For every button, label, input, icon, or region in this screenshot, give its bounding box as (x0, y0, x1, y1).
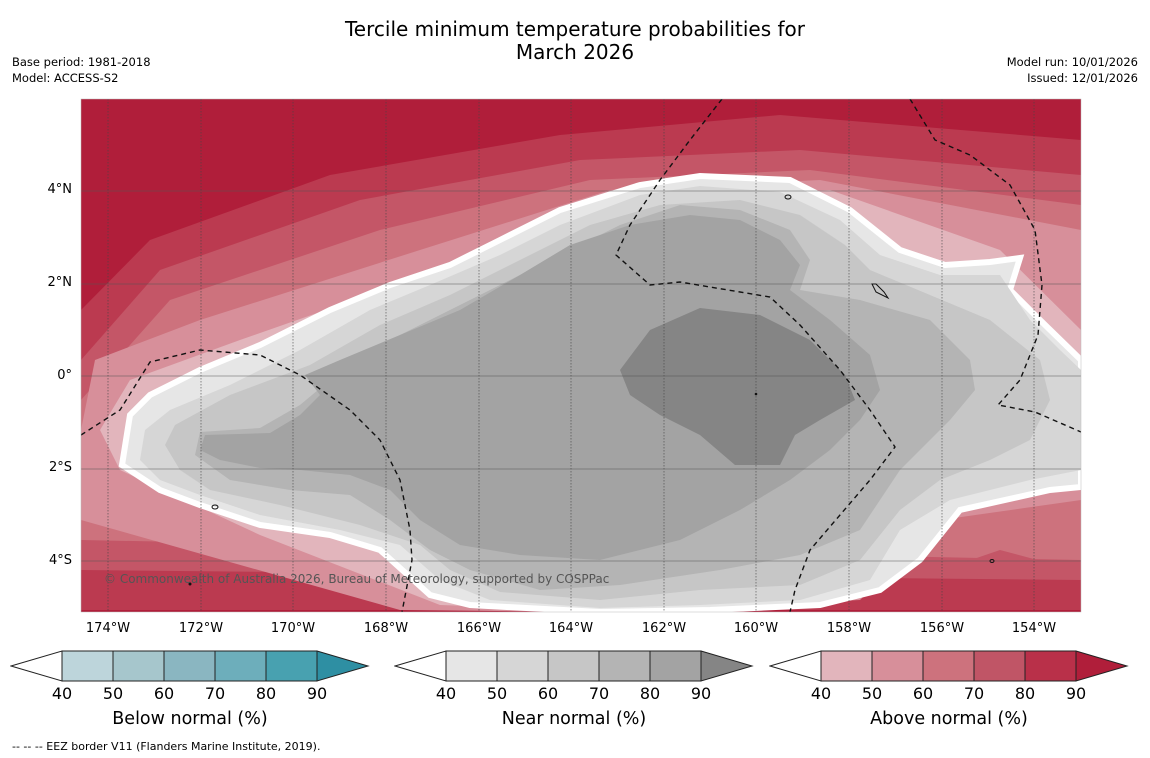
near-tick-60: 60 (537, 684, 559, 703)
lon-label-170w: 170°W (270, 621, 316, 636)
below-tick-90: 90 (306, 684, 328, 703)
probability-map (80, 98, 1082, 613)
meta-right: Model run: 10/01/2026 Issued: 12/01/2026 (1007, 54, 1138, 86)
lon-label-154w: 154°W (1011, 621, 1057, 636)
below-bin-50 (112, 650, 165, 682)
title-line-1: Tercile minimum temperature probabilitie… (344, 17, 806, 41)
lon-label-164w: 164°W (548, 621, 594, 636)
above-extend-high (1075, 650, 1129, 682)
colorbar-above (769, 650, 1129, 682)
near-normal-title: Near normal (%) (501, 709, 647, 729)
above-bin-50 (871, 650, 924, 682)
lat-label-2s: 2°S (48, 460, 72, 475)
lon-label-174w: 174°W (85, 621, 131, 636)
near-80-region (200, 215, 880, 560)
near-bin-50 (496, 650, 549, 682)
near-bin-80 (649, 650, 702, 682)
near-90-region (620, 308, 855, 465)
model-name: Model: ACCESS-S2 (12, 71, 119, 85)
model-run: Model run: 10/01/2026 (1006, 55, 1138, 69)
below-tick-40: 40 (51, 684, 73, 703)
above-tick-70: 70 (963, 684, 985, 703)
near-tick-80: 80 (639, 684, 661, 703)
above-tick-90: 90 (1065, 684, 1087, 703)
eez-footnote: -- -- -- EEZ border V11 (Flanders Marine… (12, 740, 321, 753)
meta-left: Base period: 1981-2018 Model: ACCESS-S2 (12, 54, 151, 86)
title-line-2: March 2026 (515, 40, 635, 64)
near-bin-40 (445, 650, 498, 682)
below-extend-high (316, 650, 370, 682)
colorbar-below (10, 650, 370, 682)
below-bin-80 (265, 650, 318, 682)
near-tick-70: 70 (588, 684, 610, 703)
lat-label-2n: 2°N (47, 275, 73, 290)
above-bin-40 (820, 650, 873, 682)
above-tick-80: 80 (1014, 684, 1036, 703)
graticule-meridians (107, 99, 1035, 612)
above-tick-60: 60 (912, 684, 934, 703)
colorbar-near (394, 650, 754, 682)
near-bin-60 (547, 650, 600, 682)
above-bin-60 (922, 650, 975, 682)
near-extend-high (700, 650, 754, 682)
lon-label-158w: 158°W (826, 621, 872, 636)
chart-title: Tercile minimum temperature probabilitie… (0, 18, 1150, 64)
base-period: Base period: 1981-2018 (12, 55, 151, 69)
issued-date: Issued: 12/01/2026 (1027, 71, 1138, 85)
above-tick-40: 40 (810, 684, 832, 703)
near-tick-50: 50 (486, 684, 508, 703)
islands (188, 194, 995, 586)
above-tick-50: 50 (861, 684, 883, 703)
above-bin-70 (973, 650, 1026, 682)
copyright-notice: © Commonwealth of Australia 2026, Bureau… (104, 572, 610, 586)
below-tick-60: 60 (153, 684, 175, 703)
below-tick-50: 50 (102, 684, 124, 703)
lon-label-172w: 172°W (178, 621, 224, 636)
below-extend-low (10, 650, 63, 682)
below-tick-80: 80 (255, 684, 277, 703)
below-tick-70: 70 (204, 684, 226, 703)
above-bin-80 (1024, 650, 1077, 682)
above-normal-title: Above normal (%) (870, 709, 1028, 729)
lat-label-4n: 4°N (47, 182, 73, 197)
below-bin-40 (61, 650, 114, 682)
lon-label-166w: 166°W (456, 621, 502, 636)
below-normal-title: Below normal (%) (112, 709, 268, 729)
near-bin-70 (598, 650, 651, 682)
eez-borders (81, 99, 1081, 612)
graticule-parallels (81, 190, 1081, 562)
lat-label-4s: 4°S (48, 553, 72, 568)
near-tick-90: 90 (690, 684, 712, 703)
above-70-pocket (962, 550, 1048, 578)
lon-label-160w: 160°W (733, 621, 779, 636)
below-bin-60 (163, 650, 216, 682)
lon-label-162w: 162°W (641, 621, 687, 636)
below-bin-70 (214, 650, 267, 682)
above-extend-low (769, 650, 822, 682)
lat-label-0: 0° (57, 368, 72, 383)
near-extend-low (394, 650, 447, 682)
lon-label-156w: 156°W (919, 621, 965, 636)
near-tick-40: 40 (435, 684, 457, 703)
lon-label-168w: 168°W (363, 621, 409, 636)
